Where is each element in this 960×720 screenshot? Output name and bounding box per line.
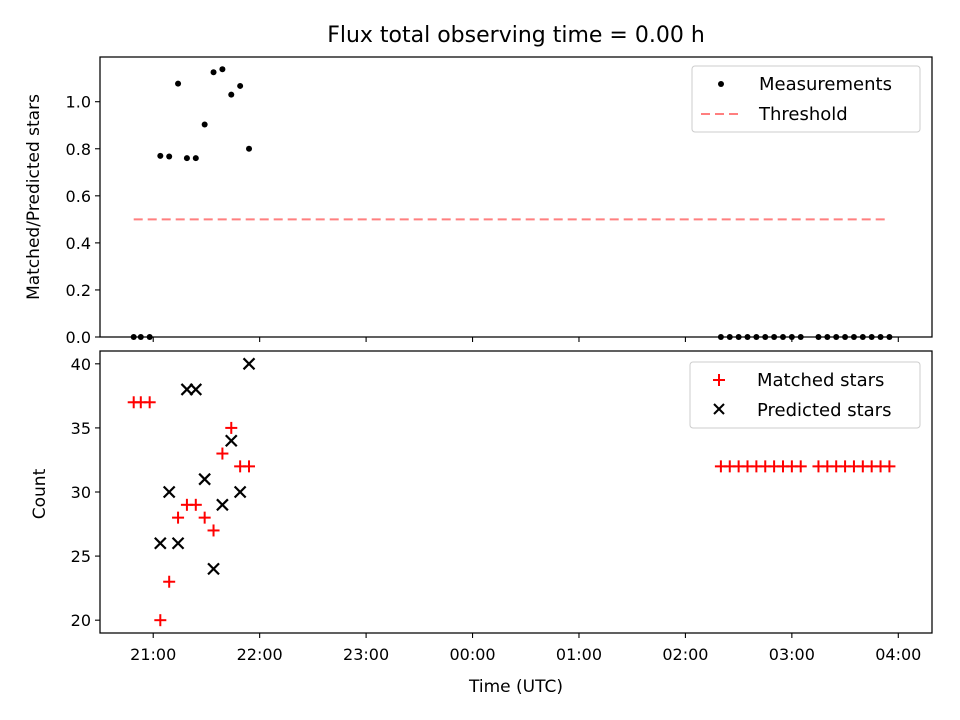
predicted-stars-point xyxy=(162,485,176,499)
measurements-point xyxy=(183,155,190,162)
y-tick-label: 0.4 xyxy=(66,234,91,253)
y-tick-label: 30 xyxy=(71,483,91,502)
predicted-stars-point xyxy=(171,536,185,550)
legend-label-measurements: Measurements xyxy=(759,74,892,95)
bottom-legend-box xyxy=(689,361,921,429)
measurements-point xyxy=(166,153,173,160)
predicted-stars-point xyxy=(154,536,167,550)
bottom-y-axis-label: Count xyxy=(30,468,50,519)
measurements-point xyxy=(237,82,244,89)
legend-marker-measurements xyxy=(718,81,724,87)
y-tick-label: 35 xyxy=(71,419,91,438)
matched-stars-point xyxy=(207,524,220,537)
bottom-plot-marks xyxy=(127,357,896,627)
matched-stars-point xyxy=(794,460,807,473)
measurements-point xyxy=(201,121,208,128)
predicted-stars-point xyxy=(242,357,256,371)
matched-stars-point xyxy=(216,447,229,460)
y-tick-label: 1.0 xyxy=(66,93,91,112)
y-tick-label: 25 xyxy=(71,547,91,566)
x-tick-label: 01:00 xyxy=(556,645,602,664)
legend-marker-predicted-stars xyxy=(713,403,725,415)
matched-stars-point xyxy=(198,511,211,524)
matched-stars-point xyxy=(172,511,185,524)
x-tick-label: 03:00 xyxy=(769,645,815,664)
x-tick-label: 00:00 xyxy=(449,645,495,664)
bottom-legend: Matched stars Predicted stars xyxy=(689,361,921,429)
top-axes-frame xyxy=(99,56,933,338)
predicted-stars-point xyxy=(198,472,211,486)
measurements-point xyxy=(157,152,164,159)
bottom-axes-frame xyxy=(99,350,933,634)
measurements-point xyxy=(219,66,226,73)
measurements-point xyxy=(192,155,199,162)
predicted-stars-point xyxy=(216,498,229,512)
top-legend-box xyxy=(691,65,921,133)
top-legend: Measurements Threshold xyxy=(691,65,921,133)
predicted-stars-point xyxy=(189,383,203,396)
bottom-x-ticks: 21:00 22:00 23:00 00:00 01:00 02:00 03:00 04:00 xyxy=(130,633,921,664)
legend-marker-matched-stars xyxy=(713,374,725,386)
top-panel: Matched/Predicted stars 0.0 0.2 0.4 0.6 0.8 1… xyxy=(24,56,933,347)
x-tick-label: 04:00 xyxy=(875,645,921,664)
y-tick-label: 0.6 xyxy=(66,187,91,206)
legend-label-matched-stars: Matched stars xyxy=(757,370,884,391)
y-tick-label: 0.0 xyxy=(66,328,91,347)
chart-title: Flux total observing time = 0.00 h xyxy=(327,23,705,48)
measurements-point xyxy=(228,91,235,98)
y-tick-label: 0.2 xyxy=(66,281,91,300)
x-tick-label: 23:00 xyxy=(343,645,389,664)
bottom-panel: Count Time (UTC) 20 25 30 35 40 21:00 22:00 23… xyxy=(30,350,933,697)
x-tick-label: 02:00 xyxy=(662,645,708,664)
matched-stars-point xyxy=(883,460,896,473)
x-tick-label: 22:00 xyxy=(237,645,283,664)
top-y-axis-label: Matched/Predicted stars xyxy=(24,94,44,300)
x-axis-label: Time (UTC) xyxy=(468,677,563,697)
measurements-point xyxy=(175,80,182,87)
legend-label-threshold: Threshold xyxy=(758,104,848,125)
predicted-stars-point xyxy=(224,434,238,448)
top-x-ticks xyxy=(152,337,899,342)
matched-stars-point xyxy=(189,498,202,511)
y-tick-label: 0.8 xyxy=(66,140,91,159)
bottom-y-ticks: 20 25 30 35 40 xyxy=(71,355,100,630)
matched-stars-point xyxy=(154,614,167,627)
matched-stars-point xyxy=(143,396,156,409)
y-tick-label: 40 xyxy=(71,355,91,374)
y-tick-label: 20 xyxy=(71,611,91,630)
predicted-stars-point xyxy=(207,562,220,576)
top-y-ticks: 0.0 0.2 0.4 0.6 0.8 1.0 xyxy=(66,93,100,347)
predicted-stars-point xyxy=(233,485,247,499)
measurements-point xyxy=(210,69,217,76)
measurements-point xyxy=(246,145,253,152)
matched-stars-point xyxy=(243,460,256,473)
top-plot-marks xyxy=(130,66,893,340)
matched-stars-point xyxy=(225,421,238,434)
matched-stars-point xyxy=(163,575,176,588)
x-tick-label: 21:00 xyxy=(130,645,176,664)
legend-label-predicted-stars: Predicted stars xyxy=(757,400,891,421)
